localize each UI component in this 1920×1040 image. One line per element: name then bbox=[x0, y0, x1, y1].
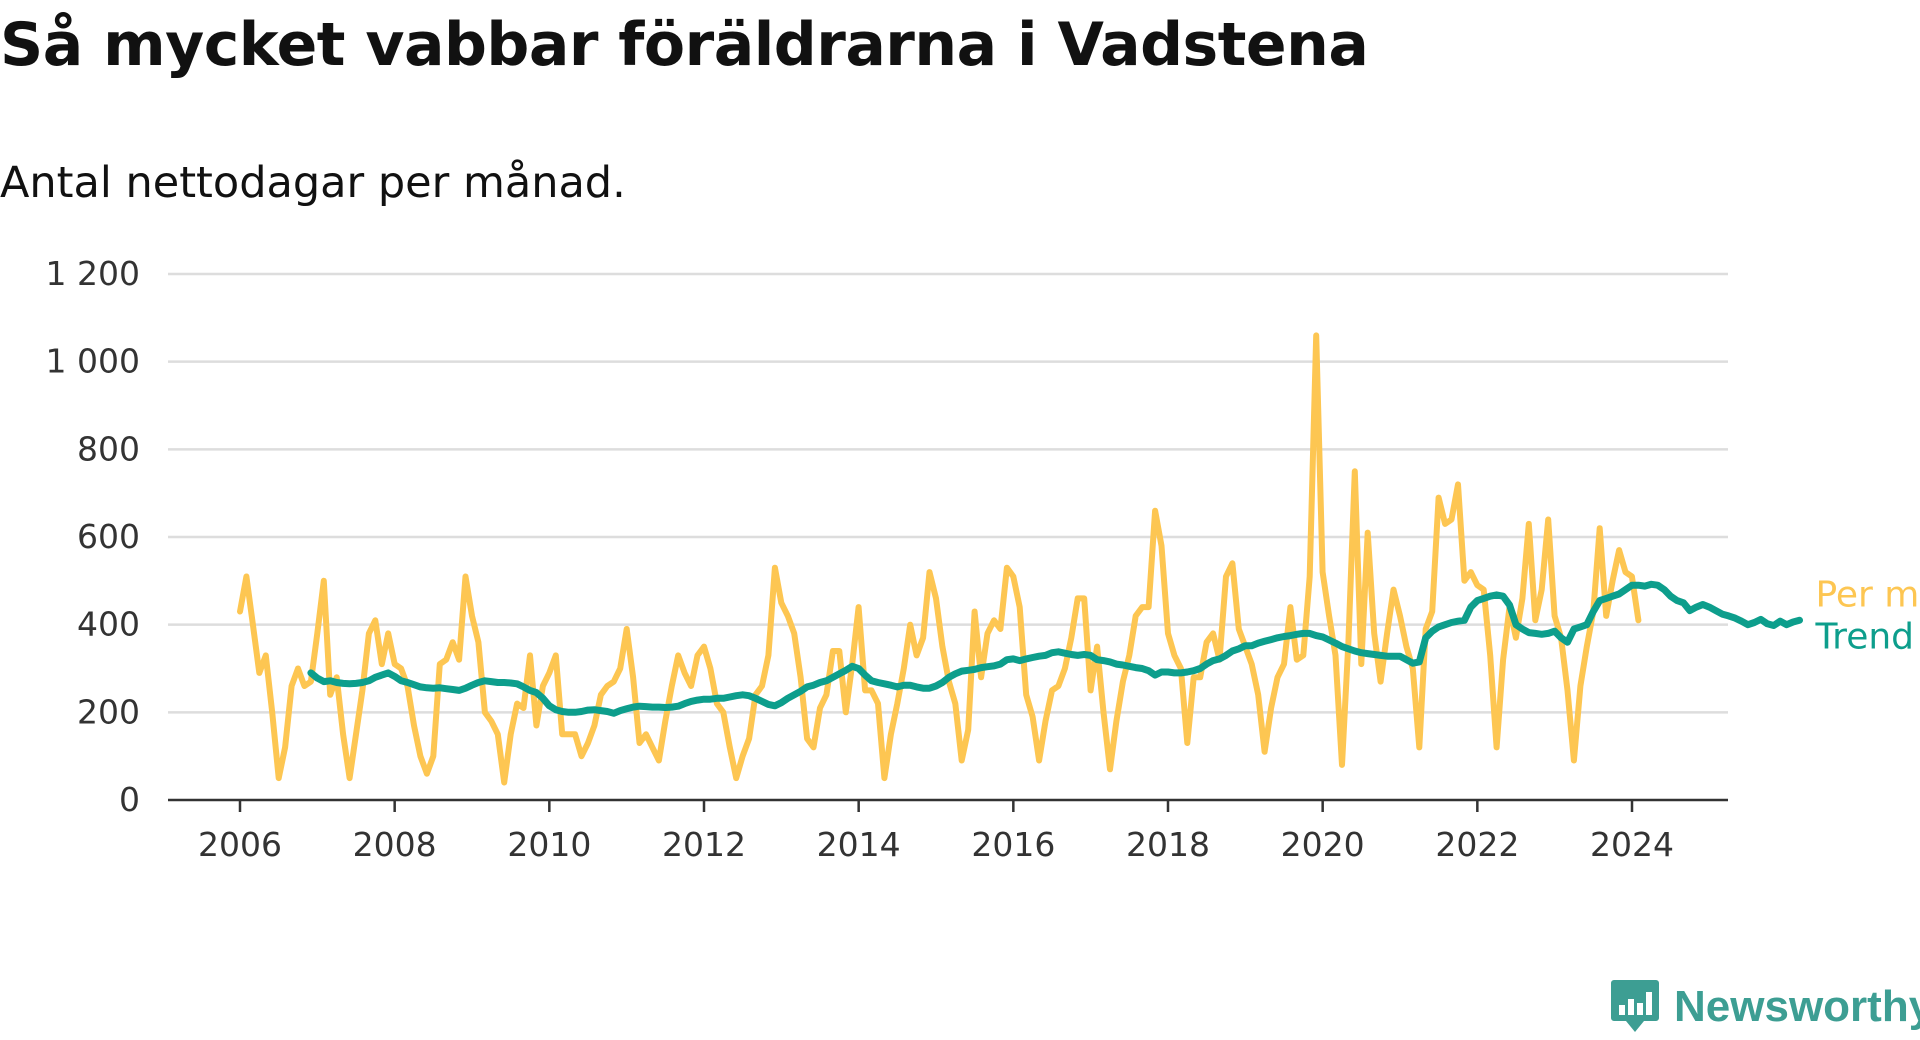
chart-title: Så mycket vabbar föräldrarna i Vadstena bbox=[0, 10, 1369, 80]
x-tick-label: 2016 bbox=[971, 825, 1055, 864]
y-tick-label: 800 bbox=[77, 429, 140, 468]
x-tick-label: 2022 bbox=[1435, 825, 1519, 864]
brand-name: Newsworthy bbox=[1674, 982, 1920, 1031]
series-lines bbox=[237, 332, 1803, 786]
chart-subtitle: Antal nettodagar per månad. bbox=[0, 158, 626, 208]
gridlines bbox=[168, 272, 1728, 714]
x-tick-label: 2012 bbox=[662, 825, 746, 864]
x-tick-label: 2018 bbox=[1126, 825, 1210, 864]
y-axis-ticks: 0 200 400 600 800 1 000 1 200 bbox=[46, 254, 140, 819]
y-tick-label: 600 bbox=[77, 517, 140, 556]
series-line-per-manad bbox=[237, 332, 1642, 786]
y-tick-label: 1 200 bbox=[46, 254, 140, 293]
newsworthy-logo: Newsworthy bbox=[1610, 978, 1920, 1036]
y-tick-label: 0 bbox=[119, 780, 140, 819]
series-end-labels: Per månadTrend bbox=[1814, 574, 1920, 657]
series-label-per-manad: Per månad bbox=[1815, 574, 1920, 615]
x-tick-label: 2006 bbox=[198, 825, 282, 864]
y-tick-label: 200 bbox=[77, 692, 140, 731]
newsworthy-chart-bubble-icon bbox=[1611, 980, 1659, 1032]
x-tick-label: 2008 bbox=[353, 825, 437, 864]
x-tick-label: 2010 bbox=[507, 825, 591, 864]
x-tick-label: 2020 bbox=[1281, 825, 1365, 864]
series-label-trend: Trend bbox=[1814, 616, 1914, 657]
x-axis: 2006 2008 2010 2012 2014 2016 2018 2020 2022 2024 bbox=[168, 798, 1728, 864]
y-tick-label: 400 bbox=[77, 605, 140, 644]
x-tick-label: 2024 bbox=[1590, 825, 1674, 864]
y-tick-label: 1 000 bbox=[46, 342, 140, 381]
x-tick-label: 2014 bbox=[817, 825, 901, 864]
series-line-trend bbox=[307, 580, 1803, 717]
